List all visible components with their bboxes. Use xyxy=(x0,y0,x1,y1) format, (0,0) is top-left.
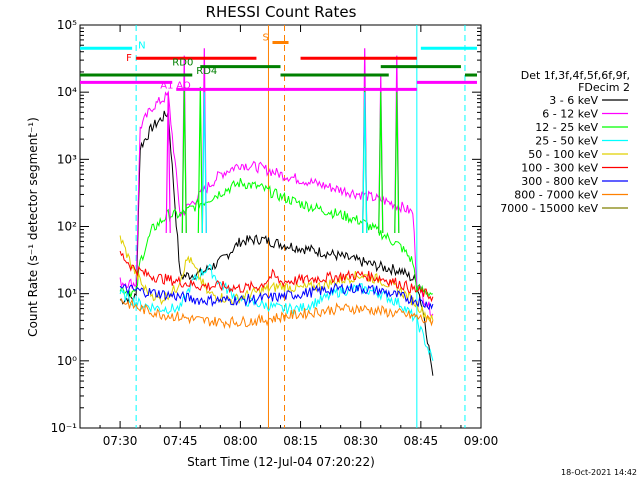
spike-line xyxy=(181,86,187,234)
series-line xyxy=(119,250,434,303)
series-line xyxy=(119,298,434,330)
spike-line xyxy=(378,92,384,234)
flag-label: RD0 xyxy=(172,58,193,69)
legend-entry-label: 7000 - 15000 keV xyxy=(500,202,598,215)
flag-label: F xyxy=(126,53,132,64)
y-axis: 10⁻¹ 10⁰ 10¹ 10² 10³ 10⁴ 10⁵ xyxy=(51,18,481,435)
y-tick-label: 10¹ xyxy=(57,287,77,301)
y-axis-label: Count Rate (s⁻¹ detector segment⁻¹) xyxy=(26,117,40,337)
legend-entry-label: 100 - 300 keV xyxy=(521,162,598,175)
spike-line xyxy=(394,92,400,234)
legend-header: FDecim 2 xyxy=(578,81,630,94)
legend-entry-label: 800 - 7000 keV xyxy=(514,189,598,202)
chart-title: RHESSI Count Rates xyxy=(206,3,357,21)
legend-entry-label: 50 - 100 keV xyxy=(528,148,598,161)
legend-entry-label: 12 - 25 keV xyxy=(535,121,598,134)
series-lines xyxy=(119,90,434,376)
y-tick-label: 10⁻¹ xyxy=(51,421,78,435)
series-line xyxy=(119,263,434,361)
y-tick-label: 10⁵ xyxy=(57,18,77,32)
vertical-markers xyxy=(135,25,466,428)
legend-entry-label: 300 - 800 keV xyxy=(521,175,598,188)
y-tick-label: 10⁰ xyxy=(57,354,77,368)
series-line xyxy=(119,90,434,318)
x-tick-label: 07:30 xyxy=(103,434,138,448)
legend-entry-label: 6 - 12 keV xyxy=(542,108,598,121)
x-tick-label: 08:15 xyxy=(283,434,318,448)
legend-entry-label: 3 - 6 keV xyxy=(549,94,598,107)
x-axis: 07:30 07:45 08:00 08:15 08:30 08:45 09:00 xyxy=(79,25,499,448)
x-tick-label: 08:00 xyxy=(223,434,258,448)
x-tick-label: 08:45 xyxy=(404,434,439,448)
flag-label: AO xyxy=(176,80,191,91)
x-axis-label: Start Time (12-Jul-04 07:20:22) xyxy=(187,455,375,469)
series-line xyxy=(119,235,434,323)
y-tick-label: 10⁴ xyxy=(57,85,77,99)
legend: Det 1f,3f,4f,5f,6f,9f,FDecim 23 - 6 keV6… xyxy=(500,69,630,215)
spike-line xyxy=(362,92,368,234)
flag-label: S xyxy=(262,32,268,43)
spike-line xyxy=(201,92,207,234)
timestamp: 18-Oct-2021 14:42 xyxy=(561,468,637,477)
y-tick-label: 10² xyxy=(57,220,77,234)
spike-line xyxy=(197,86,203,234)
legend-header: Det 1f,3f,4f,5f,6f,9f, xyxy=(521,69,630,82)
flag-label: A1 xyxy=(160,80,173,91)
series-line xyxy=(119,178,434,298)
series-line xyxy=(119,282,434,311)
legend-entry-label: 25 - 50 keV xyxy=(535,135,598,148)
flag-label: RD4 xyxy=(196,66,217,77)
plot-frame xyxy=(79,24,482,429)
x-tick-label: 08:30 xyxy=(343,434,378,448)
x-tick-label: 09:00 xyxy=(464,434,499,448)
series-line xyxy=(119,110,434,376)
y-tick-label: 10³ xyxy=(57,152,77,166)
x-tick-label: 07:45 xyxy=(163,434,198,448)
spike-line xyxy=(165,92,171,234)
flag-label: N xyxy=(138,40,145,51)
